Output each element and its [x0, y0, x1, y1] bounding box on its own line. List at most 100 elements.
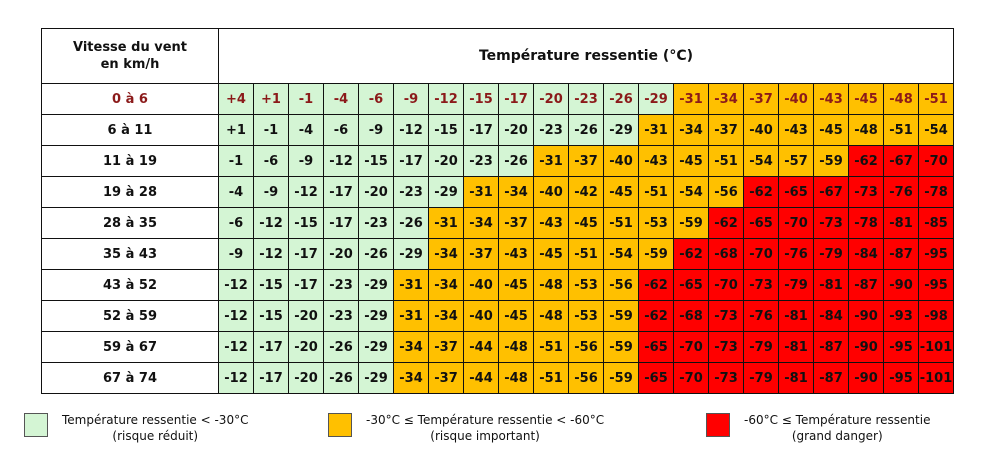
temperature-cell: -34 [498, 176, 534, 208]
temperature-cell: -29 [358, 300, 394, 332]
temperature-cell: -59 [673, 207, 709, 239]
wind-chill-table: Vitesse du vent en km/h Température ress… [41, 28, 954, 394]
temperature-cell: -40 [463, 300, 499, 332]
temperature-cell: -73 [743, 269, 779, 301]
temperature-cell: -79 [743, 331, 779, 363]
temperature-cell: -70 [673, 331, 709, 363]
temperature-cell: -17 [253, 362, 289, 394]
temperature-cell: -15 [253, 269, 289, 301]
temperature-cell: -68 [673, 300, 709, 332]
temperature-cell: -45 [498, 300, 534, 332]
legend-line-2: (risque important) [430, 429, 540, 443]
temperature-cell: -45 [673, 145, 709, 177]
temperature-cell: -59 [638, 238, 674, 270]
temperature-cell: -90 [848, 331, 884, 363]
temperature-cell: -54 [743, 145, 779, 177]
temperature-cell: -15 [463, 83, 499, 115]
temperature-cell: -12 [218, 362, 254, 394]
temperature-cell: -79 [813, 238, 849, 270]
temperature-cell: -67 [813, 176, 849, 208]
temperature-cell: -31 [393, 269, 429, 301]
temperature-cell: -73 [813, 207, 849, 239]
temperature-cell: -20 [533, 83, 569, 115]
table-row: 0 à 6 +4 +1 -1 -4 -6 -9 -12 -15 -17 -20 -23 -26 -29 -3… [41, 83, 954, 115]
temperature-cell: -26 [498, 145, 534, 177]
temperature-cell: -48 [498, 362, 534, 394]
temperature-cell: -34 [428, 269, 464, 301]
temperature-cell: -51 [638, 176, 674, 208]
temperature-cell: -84 [813, 300, 849, 332]
temperature-cell: -44 [463, 331, 499, 363]
row-header-line-2: en km/h [100, 57, 160, 72]
temperature-cell: -95 [918, 238, 954, 270]
legend-line-1: -60°C ≤ Température ressentie [744, 413, 931, 427]
temperature-cell: -51 [533, 362, 569, 394]
temperature-cell: -79 [743, 362, 779, 394]
temperature-cell: -34 [428, 300, 464, 332]
temperature-cell: -101 [918, 362, 954, 394]
temperature-cell: -45 [603, 176, 639, 208]
temperature-cell: -1 [288, 83, 324, 115]
table-row: 11 à 19 -1 -6 -9 -12 -15 -17 -20 -23 -26 -31 -37 -40… [41, 145, 954, 177]
legend-swatch-red [706, 413, 730, 437]
temperature-cell: -76 [743, 300, 779, 332]
temperature-cell: -70 [743, 238, 779, 270]
temperature-cell: -29 [358, 331, 394, 363]
temperature-cell: -1 [253, 114, 289, 146]
temperature-cell: -31 [428, 207, 464, 239]
temperature-cell: -51 [568, 238, 604, 270]
temperature-cell: -54 [673, 176, 709, 208]
wind-speed-label: 35 à 43 [41, 238, 219, 270]
temperature-cell: -20 [288, 362, 324, 394]
table-row: 67 à 74 -12 -17 -20 -26 -29 -34 -37 -44 -48 -51 -56… [41, 362, 954, 394]
temperature-cell: -12 [323, 145, 359, 177]
temperature-cell: -45 [848, 83, 884, 115]
temperature-cell: -12 [393, 114, 429, 146]
temperature-cell: -48 [533, 269, 569, 301]
temperature-cell: -6 [358, 83, 394, 115]
temperature-cell: -81 [813, 269, 849, 301]
table-row: 35 à 43 -9 -12 -17 -20 -26 -29 -34 -37 -43 -45 -51-… [41, 238, 954, 270]
temperature-cell: -54 [918, 114, 954, 146]
temperature-cell: -12 [288, 176, 324, 208]
temperature-cell: -9 [253, 176, 289, 208]
temperature-cell: -51 [533, 331, 569, 363]
temperature-cell: -87 [813, 362, 849, 394]
legend-line-2: (grand danger) [791, 429, 883, 443]
temperature-cell: -37 [428, 331, 464, 363]
temperature-cell: -42 [568, 176, 604, 208]
temperature-cell: -51 [708, 145, 744, 177]
temperature-cell: -17 [498, 83, 534, 115]
temperature-cell: -15 [428, 114, 464, 146]
temperature-cell: -43 [813, 83, 849, 115]
temperature-cell: -51 [918, 83, 954, 115]
temperature-cell: -34 [673, 114, 709, 146]
temperature-cell: -17 [323, 207, 359, 239]
temperature-cell: -9 [218, 238, 254, 270]
temperature-cell: -48 [498, 331, 534, 363]
legend-line-2: (risque réduit) [112, 429, 199, 443]
wind-speed-label: 6 à 11 [41, 114, 219, 146]
temperature-cell: -9 [288, 145, 324, 177]
temperature-cell: -40 [533, 176, 569, 208]
temperature-cell: -93 [883, 300, 919, 332]
temperature-cell: -37 [708, 114, 744, 146]
legend-text: -60°C ≤ Température ressentie (grand dan… [744, 412, 930, 444]
temperature-cell: -6 [323, 114, 359, 146]
temperature-cell: -26 [358, 238, 394, 270]
temperature-cell: -56 [603, 269, 639, 301]
row-header: Vitesse du vent en km/h [41, 28, 219, 84]
temperature-cell: -51 [603, 207, 639, 239]
temperature-cell: -70 [708, 269, 744, 301]
temperature-cell: -78 [848, 207, 884, 239]
temperature-cell: -12 [218, 269, 254, 301]
temperature-cell: -29 [358, 269, 394, 301]
temperature-cell: -81 [883, 207, 919, 239]
temperature-cell: -62 [673, 238, 709, 270]
temperature-cell: -73 [708, 331, 744, 363]
temperature-cell: -65 [673, 269, 709, 301]
temperature-cell: -20 [288, 331, 324, 363]
temperature-cell: -59 [603, 300, 639, 332]
temperature-cell: -70 [673, 362, 709, 394]
temperature-cell: -40 [743, 114, 779, 146]
